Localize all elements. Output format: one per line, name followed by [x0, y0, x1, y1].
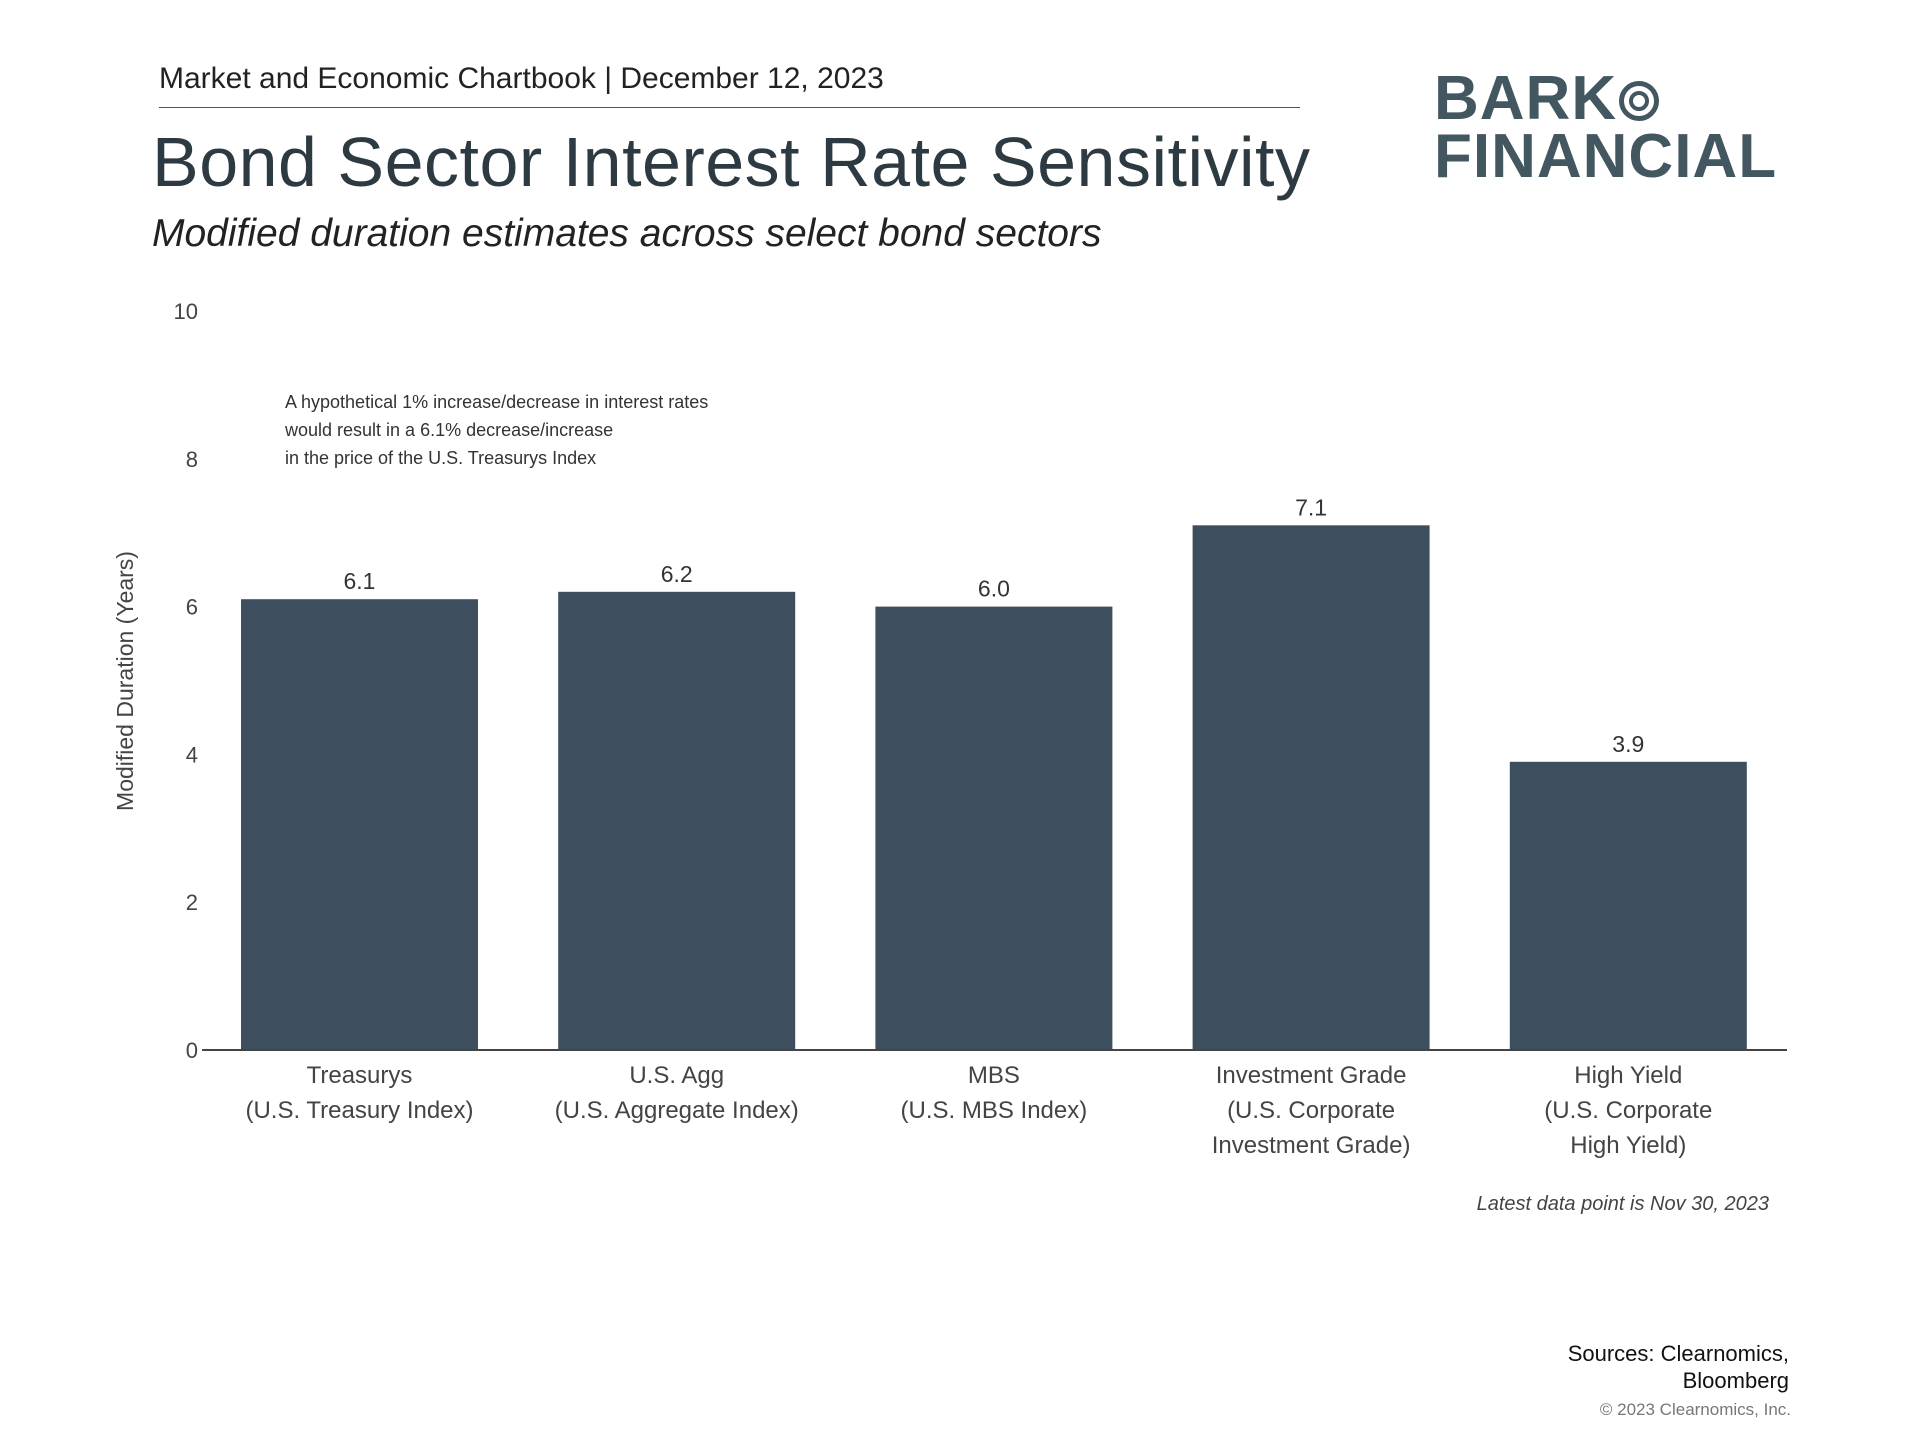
y-tick-label: 4	[186, 742, 198, 767]
page-title: Bond Sector Interest Rate Sensitivity	[152, 123, 1311, 201]
x-tick-label: Investment Grade)	[1212, 1132, 1411, 1159]
annotation-line: would result in a 6.1% decrease/increase	[285, 420, 614, 440]
y-tick-label: 10	[174, 299, 198, 324]
bar	[241, 599, 478, 1050]
bar-value-label: 7.1	[1295, 494, 1327, 520]
y-tick-label: 8	[186, 447, 198, 472]
x-tick-label: Treasurys	[307, 1062, 413, 1089]
x-tick-label: (U.S. Aggregate Index)	[555, 1097, 799, 1124]
y-axis-title: Modified Duration (Years)	[112, 551, 138, 811]
x-tick-label: MBS	[968, 1062, 1020, 1089]
x-tick-label: Investment Grade	[1216, 1062, 1407, 1089]
sources-line: Sources: Clearnomics,	[1567, 1341, 1789, 1366]
barko-financial-logo: BARK FINANCIAL	[1434, 68, 1778, 191]
logo-ring-icon	[1619, 81, 1660, 121]
copyright: © 2023 Clearnomics, Inc.	[1599, 1400, 1791, 1419]
sources: Sources: Clearnomics, Bloomberg	[1568, 1340, 1789, 1394]
page-subtitle: Modified duration estimates across selec…	[152, 212, 1102, 255]
x-tick-label: High Yield)	[1570, 1132, 1686, 1159]
y-tick-label: 2	[186, 890, 198, 915]
bar-value-label: 3.9	[1612, 731, 1644, 757]
x-tick-label: U.S. Agg	[629, 1062, 724, 1089]
logo-line2: FINANCIAL	[1434, 122, 1778, 191]
bar-value-label: 6.1	[344, 568, 376, 594]
bar	[1192, 525, 1430, 1050]
x-tick-label: (U.S. Treasury Index)	[245, 1097, 473, 1124]
y-tick-label: 6	[186, 595, 198, 620]
y-tick-label: 0	[186, 1038, 198, 1063]
bar	[875, 606, 1113, 1050]
x-tick-label: (U.S. Corporate	[1544, 1097, 1712, 1124]
logo-line1: BARK	[1434, 64, 1618, 133]
latest-data-note: Latest data point is Nov 30, 2023	[1476, 1193, 1769, 1215]
annotation-line: A hypothetical 1% increase/decrease in i…	[285, 392, 709, 412]
x-tick-label: High Yield	[1574, 1062, 1682, 1089]
bar-value-label: 6.0	[978, 576, 1010, 602]
bar	[558, 591, 796, 1050]
sources-line: Bloomberg	[1682, 1368, 1789, 1393]
annotation-line: in the price of the U.S. Treasurys Index	[285, 448, 597, 468]
x-tick-label: (U.S. MBS Index)	[901, 1097, 1088, 1124]
chartbook-header: Market and Economic Chartbook | December…	[159, 62, 884, 95]
bar	[1509, 761, 1747, 1050]
x-tick-label: (U.S. Corporate	[1227, 1097, 1395, 1124]
bar-value-label: 6.2	[661, 561, 693, 587]
header-divider	[159, 107, 1300, 108]
